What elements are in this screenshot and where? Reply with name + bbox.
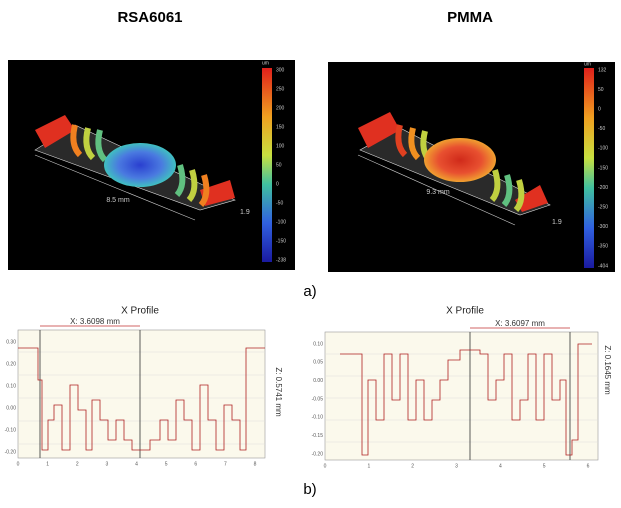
x-tick-label: 1: [46, 461, 49, 467]
surface-left: [8, 60, 295, 270]
profile-title-right: X Profile: [446, 306, 484, 317]
z-measure-right: Z: 0.1645 mm: [603, 345, 612, 395]
colorbar-label: 0: [276, 181, 279, 187]
colorbar-label: -350: [598, 244, 608, 250]
colorbar-label: 150: [276, 124, 285, 130]
x-tick-label: 1: [367, 463, 370, 469]
colorbar-label: 0: [598, 107, 601, 113]
unit-left: um: [262, 60, 269, 66]
profile-right: [324, 327, 599, 461]
colorbar-label: 250: [276, 86, 285, 92]
colorbar-label: -100: [276, 219, 286, 225]
surface-right: [328, 62, 615, 272]
colorbar-label: -300: [598, 224, 608, 230]
y-tick-label: -0.10: [312, 415, 324, 421]
colorbar-label: -150: [276, 238, 286, 244]
x-tick-label: 5: [165, 461, 168, 467]
y-tick-label: -0.05: [312, 396, 324, 402]
x-tick-label: 6: [194, 461, 197, 467]
x-measure-right: X: 3.6097 mm: [495, 319, 545, 328]
y-tick-label: -0.15: [312, 433, 324, 439]
title-right: PMMA: [447, 9, 493, 26]
depth-right: 1.9: [552, 219, 562, 226]
x-tick-label: 3: [105, 461, 108, 467]
y-tick-label: -0.20: [5, 449, 17, 455]
colorbar-label: -50: [276, 200, 283, 206]
x-tick-label: 7: [224, 461, 227, 467]
x-tick-label: 3: [455, 463, 458, 469]
title-left: RSA6061: [117, 9, 182, 26]
colorbar-label: 50: [598, 87, 604, 93]
colorbar-label: -250: [598, 205, 608, 211]
z-measure-left: Z: 0.5741 mm: [274, 367, 283, 417]
label-b: b): [303, 481, 316, 498]
length-right: 9.3 mm: [426, 189, 450, 196]
colorbar-label: -150: [598, 165, 608, 171]
colorbar-label: 200: [276, 105, 285, 111]
colorbar-label: 300: [276, 67, 285, 73]
y-tick-label: 0.30: [6, 339, 16, 345]
y-tick-label: 0.20: [6, 361, 16, 367]
colorbar-label: -200: [598, 185, 608, 191]
colorbar-label: -238: [276, 257, 286, 263]
colorbar-label: -50: [598, 126, 605, 132]
y-tick-label: -0.20: [312, 451, 324, 457]
y-tick-label: 0.10: [313, 341, 323, 347]
y-tick-label: 0.00: [6, 405, 16, 411]
x-tick-label: 8: [254, 461, 257, 467]
profile-left: [17, 325, 266, 459]
x-tick-label: 0: [324, 463, 327, 469]
profile-title-left: X Profile: [121, 306, 159, 317]
colorbar-label: -100: [598, 146, 608, 152]
colorbar-label: 100: [276, 143, 285, 149]
x-tick-label: 6: [587, 463, 590, 469]
unit-right: um: [584, 61, 591, 67]
y-tick-label: 0.10: [6, 383, 16, 389]
y-tick-label: 0.05: [313, 360, 323, 366]
colorbar-label: -404: [598, 263, 608, 269]
x-tick-label: 0: [17, 461, 20, 467]
x-tick-label: 4: [135, 461, 138, 467]
colorbar-label: 132: [598, 67, 607, 73]
depth-left: 1.9: [240, 209, 250, 216]
x-tick-label: 5: [543, 463, 546, 469]
y-tick-label: -0.10: [5, 427, 17, 433]
length-left: 8.5 mm: [106, 197, 130, 204]
x-tick-label: 2: [76, 461, 79, 467]
x-tick-label: 2: [411, 463, 414, 469]
label-a: a): [303, 283, 316, 300]
colorbar-label: 50: [276, 162, 282, 168]
x-measure-left: X: 3.6098 mm: [70, 317, 120, 326]
x-tick-label: 4: [499, 463, 502, 469]
y-tick-label: 0.00: [313, 378, 323, 384]
